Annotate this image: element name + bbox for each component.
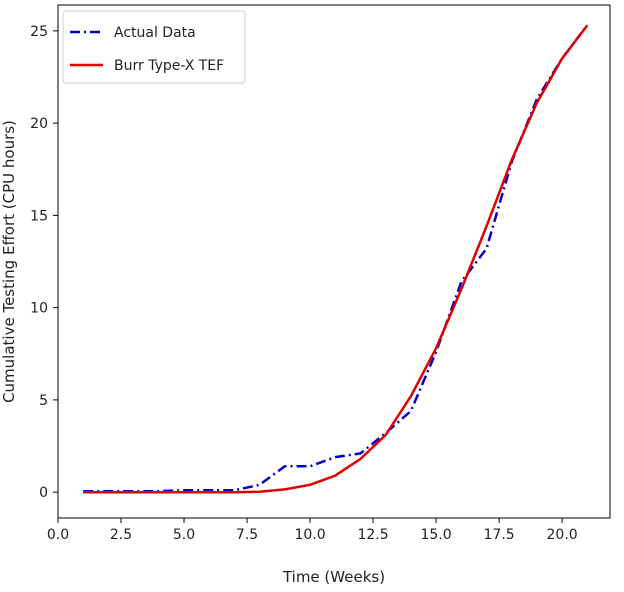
legend-box xyxy=(62,10,246,84)
y-tick-label: 20 xyxy=(30,116,48,132)
legend-label-burr-type-x-tef: Burr Type-X TEF xyxy=(114,58,224,74)
y-tick-label: 15 xyxy=(30,208,48,224)
series-line-actual-data xyxy=(83,24,589,493)
y-tick-label: 5 xyxy=(39,393,48,409)
series-line-burr-type-x-tef xyxy=(83,24,589,494)
series-layer xyxy=(83,24,589,494)
x-tick-label: 20.0 xyxy=(547,527,578,543)
x-tick-label: 0.0 xyxy=(47,527,69,543)
legend: Actual Data Burr Type-X TEF xyxy=(62,10,246,84)
x-axis-label: Time (Weeks) xyxy=(282,568,385,586)
x-tick-label: 5.0 xyxy=(173,527,195,543)
y-tick-label: 0 xyxy=(39,485,48,501)
plot-area xyxy=(57,4,611,519)
x-tick-label: 7.5 xyxy=(236,527,258,543)
y-tick-label: 25 xyxy=(30,24,48,40)
x-tick-label: 12.5 xyxy=(357,527,388,543)
x-axis: 0.0 2.5 5.0 7.5 10.0 12.5 15.0 17.5 20.0 xyxy=(47,518,578,543)
x-tick-label: 17.5 xyxy=(484,527,515,543)
legend-label-actual-data: Actual Data xyxy=(114,25,196,41)
x-tick-label: 10.0 xyxy=(294,527,325,543)
y-axis: 0 5 10 15 20 25 xyxy=(30,24,58,501)
x-tick-label: 15.0 xyxy=(420,527,451,543)
y-tick-label: 10 xyxy=(30,301,48,317)
y-axis-label: Cumulative Testing Effort (CPU hours) xyxy=(0,120,18,403)
x-tick-label: 2.5 xyxy=(110,527,132,543)
